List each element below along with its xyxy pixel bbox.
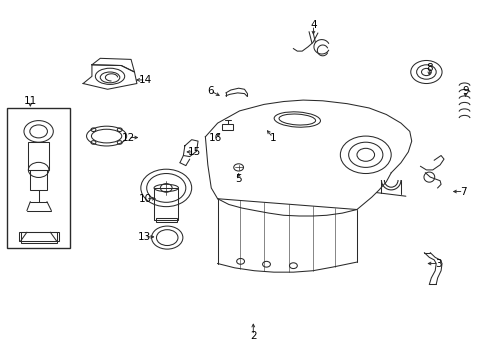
Text: 4: 4 [309,20,316,30]
Text: 7: 7 [459,186,466,197]
Text: 16: 16 [208,132,222,143]
Bar [222,124,233,130]
Bar [155,218,177,222]
Bar [154,188,178,220]
Text: 13: 13 [137,232,151,242]
Text: 5: 5 [235,174,242,184]
Text: 10: 10 [139,194,152,204]
Text: 14: 14 [139,75,152,85]
Bar [20,232,57,243]
Bar [7,108,70,248]
Bar [30,170,47,190]
Text: 2: 2 [249,330,256,341]
Text: 9: 9 [461,86,468,96]
Text: 1: 1 [269,132,276,143]
Bar [19,232,59,241]
Bar [28,142,49,170]
Text: 15: 15 [187,147,201,157]
Text: 6: 6 [206,86,213,96]
Text: 12: 12 [121,132,135,143]
Text: 3: 3 [434,258,441,269]
Text: 11: 11 [23,96,37,106]
Text: 8: 8 [425,63,432,73]
